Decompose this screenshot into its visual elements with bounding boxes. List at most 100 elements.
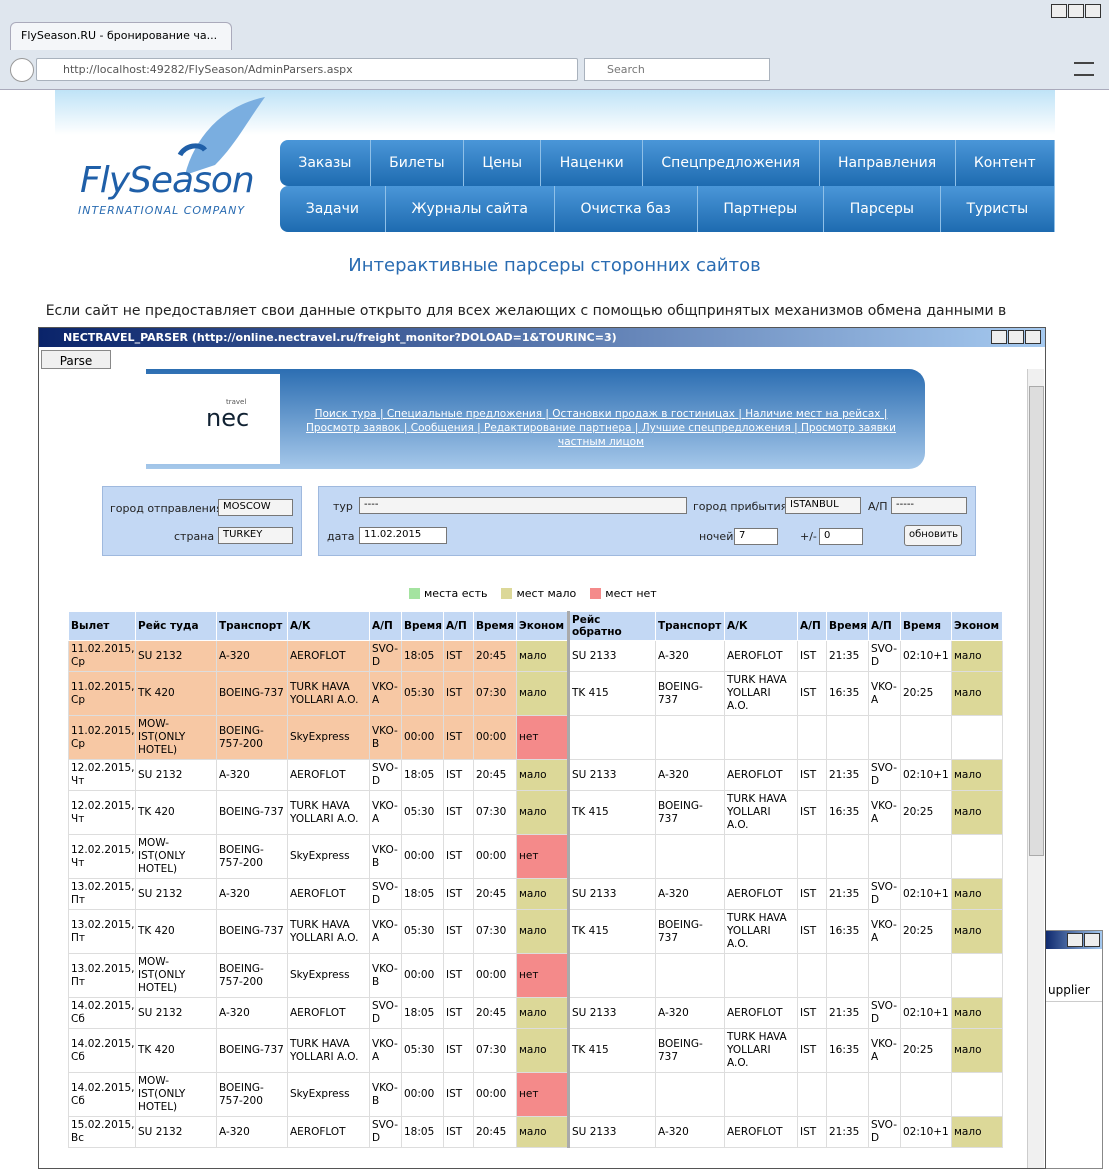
column-header: upplier [1044, 979, 1102, 1002]
table-cell: TK 420 [135, 909, 217, 954]
table-cell: 20:25 [900, 909, 952, 954]
nec-link[interactable]: Редактирование партнера [474, 422, 632, 434]
column-header: Рейс обратно [567, 611, 656, 641]
nav-item[interactable]: Контент [956, 140, 1055, 186]
table-row: 12.02.2015, Чт MOW-IST(ONLY HOTEL) BOEING-… [68, 834, 1003, 879]
select[interactable]: MOSCOW [218, 499, 293, 516]
table-cell [826, 834, 869, 879]
table-cell: 05:30 [401, 909, 444, 954]
table-cell: A-320 [655, 997, 725, 1029]
table-cell: AEROFLOT [287, 759, 370, 791]
table-cell: 02:10+1 [900, 878, 952, 910]
table-cell: 07:30 [473, 1028, 517, 1073]
nav-item[interactable]: Цены [464, 140, 542, 186]
table-cell: мало [516, 759, 569, 791]
nav-item[interactable]: Партнеры [698, 186, 824, 232]
table-cell: мало [516, 1028, 569, 1073]
table-row: 11.02.2015, Ср SU 2132 A-320 AEROFLOT SVO-D 1… [68, 640, 1003, 672]
table-row: 13.02.2015, Пт SU 2132 A-320 AEROFLOT SVO-D 1… [68, 878, 1003, 910]
nav-item[interactable]: Очистка баз [555, 186, 698, 232]
table-cell: A-320 [655, 1116, 725, 1148]
table-cell [724, 715, 798, 760]
table-cell: IST [443, 953, 474, 998]
table-cell: IST [443, 1072, 474, 1117]
parser-window: NECTRAVEL_PARSER (http://online.nectrave… [38, 327, 1046, 1169]
table-cell: мало [951, 1028, 1003, 1073]
nec-link[interactable]: Поиск тура [314, 408, 377, 420]
nav-item[interactable]: Наценки [541, 140, 644, 186]
nights-input[interactable]: 7 [734, 528, 778, 545]
table-cell: IST [797, 790, 827, 835]
window-controls[interactable] [990, 330, 1041, 347]
tab[interactable]: FlySeason.RU - бронирование ча... [10, 22, 232, 50]
nav-item[interactable]: Журналы сайта [386, 186, 555, 232]
column-header: Эконом [951, 611, 1003, 641]
table-cell: SVO-D [868, 878, 901, 910]
nav-item[interactable]: Задачи [280, 186, 386, 232]
table-cell: TK 415 [567, 790, 656, 835]
column-header: А/П [369, 611, 402, 641]
table-cell: 00:00 [473, 715, 517, 760]
table-cell: IST [797, 640, 827, 672]
table-cell: IST [443, 834, 474, 879]
back-button[interactable] [10, 58, 34, 82]
select[interactable]: ---- [359, 497, 687, 514]
table-cell [868, 715, 901, 760]
nec-link[interactable]: Наличие мест на рейсах [735, 408, 881, 420]
nec-link[interactable]: Лучшие спецпредложения [631, 422, 790, 434]
table-cell: VKO-A [868, 909, 901, 954]
column-header: А/П [868, 611, 901, 641]
select[interactable]: ISTANBUL [785, 497, 861, 514]
window-title: NECTRAVEL_PARSER (http://online.nectrave… [39, 328, 1045, 347]
refresh-button[interactable]: обновить [904, 525, 962, 546]
table-cell: AEROFLOT [724, 1116, 798, 1148]
table-cell: SVO-D [868, 640, 901, 672]
table-cell: IST [797, 1116, 827, 1148]
scrollbar[interactable] [1027, 369, 1044, 1168]
column-header: Время [826, 611, 869, 641]
table-cell: SU 2133 [567, 878, 656, 910]
date-input[interactable]: 11.02.2015 [359, 527, 447, 544]
nec-link[interactable]: Специальные предложения [377, 408, 542, 420]
table-cell: 00:00 [401, 953, 444, 998]
table-cell: A-320 [216, 997, 288, 1029]
table-cell: 12.02.2015, Чт [68, 759, 136, 791]
table-cell [826, 953, 869, 998]
scroll-thumb[interactable] [1029, 386, 1044, 856]
nav-item[interactable]: Заказы [280, 140, 371, 186]
table-row: 14.02.2015, Сб MOW-IST(ONLY HOTEL) BOEING-… [68, 1072, 1003, 1117]
search-box[interactable]: Search [584, 58, 770, 81]
nec-link[interactable]: Сообщения [401, 422, 474, 434]
table-row: 14.02.2015, Сб TK 420 BOEING-737 TURK HAVA … [68, 1028, 1003, 1073]
logo: FlySeason [80, 160, 255, 201]
nec-link[interactable]: Остановки продаж в гостиницах [542, 408, 735, 420]
select[interactable]: ----- [891, 497, 967, 514]
table-row: 12.02.2015, Чт TK 420 BOEING-737 TURK HAVA … [68, 790, 1003, 835]
url-bar[interactable]: http://localhost:49282/FlySeason/AdminPa… [36, 58, 578, 81]
column-header: Рейс туда [135, 611, 217, 641]
column-header: А/К [287, 611, 370, 641]
label: тур [333, 500, 353, 513]
table-cell [951, 953, 1003, 998]
table-cell: VKO-B [369, 1072, 402, 1117]
select[interactable]: TURKEY [218, 527, 293, 544]
menu-button[interactable] [1074, 62, 1094, 76]
nav-item[interactable]: Билеты [371, 140, 464, 186]
nec-logo-small: travel [226, 398, 247, 406]
table-cell: VKO-B [369, 953, 402, 998]
parse-button[interactable]: Parse [41, 350, 111, 369]
delta-input[interactable]: 0 [819, 528, 863, 545]
nav-item[interactable]: Направления [820, 140, 956, 186]
table-cell: 02:10+1 [900, 997, 952, 1029]
table-cell: мало [516, 878, 569, 910]
column-header: Время [473, 611, 517, 641]
table-cell: 00:00 [401, 1072, 444, 1117]
window-titlebar [1044, 931, 1102, 949]
nav-item[interactable]: Спецпредложения [643, 140, 820, 186]
table-cell: SVO-D [868, 759, 901, 791]
nav-item[interactable]: Парсеры [824, 186, 941, 232]
table-cell: 12.02.2015, Чт [68, 834, 136, 879]
table-cell [724, 834, 798, 879]
nav-item[interactable]: Туристы [941, 186, 1055, 232]
